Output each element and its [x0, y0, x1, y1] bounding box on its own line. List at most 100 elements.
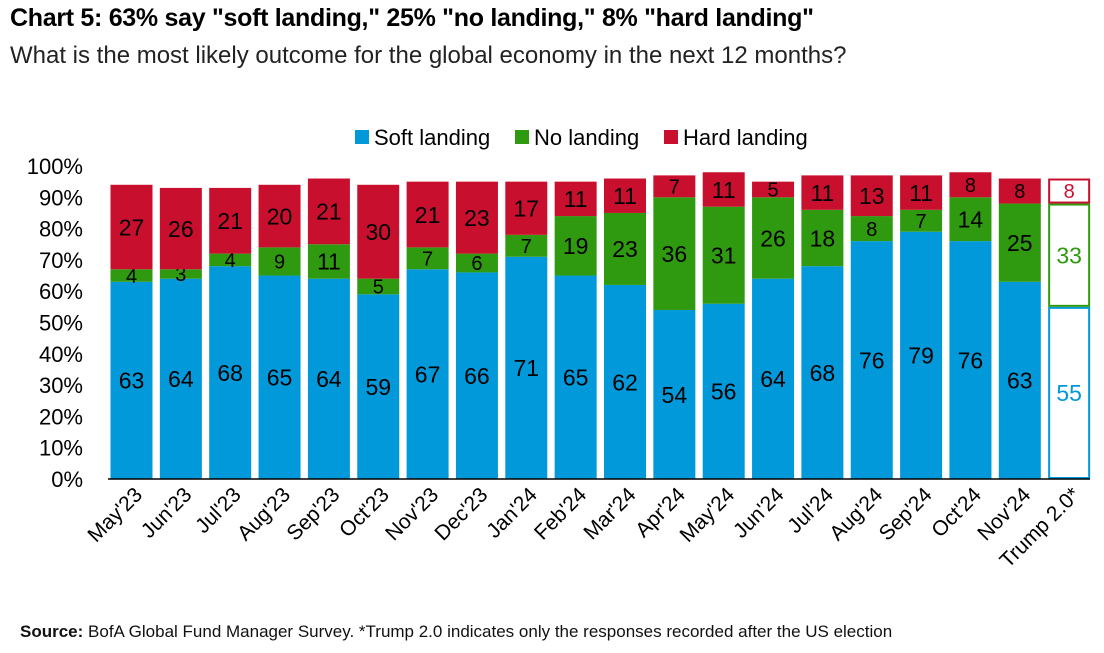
data-label-no: 4: [126, 266, 137, 288]
x-tick-label: Mar'24: [579, 483, 640, 544]
bar-segment-no: [455, 253, 498, 273]
data-label-hard: 11: [564, 186, 588, 212]
bar-segment-no: [653, 197, 696, 310]
data-label-hard: 26: [168, 216, 194, 242]
bar-segment-no: [850, 216, 893, 242]
data-label-hard: 11: [810, 180, 834, 206]
data-label-hard: 8: [1014, 181, 1025, 203]
data-label-soft: 62: [612, 369, 638, 395]
bar-segment-no: [702, 206, 745, 304]
source-note: Source: BofA Global Fund Manager Survey.…: [20, 622, 892, 642]
bar-segment-no: [604, 212, 646, 285]
y-tick-label: 50%: [39, 311, 83, 336]
bar-segment-soft: [604, 284, 646, 479]
bar-segment-hard: [900, 175, 943, 210]
chart-legend: Soft landing No landing Hard landing: [355, 125, 808, 150]
data-label-no: 14: [958, 206, 984, 232]
legend-swatch-no: [515, 130, 529, 144]
bar-segment-hard: [801, 175, 844, 210]
data-label-soft: 64: [316, 366, 342, 392]
data-label-no: 8: [866, 219, 877, 241]
data-label-hard: 23: [464, 205, 490, 231]
data-label-hard: 30: [365, 219, 391, 245]
bar-segment-soft: [209, 266, 252, 479]
bar-segment-soft: [505, 256, 548, 479]
legend-label-soft: Soft landing: [374, 125, 490, 150]
data-label-no: 4: [225, 250, 236, 272]
data-label-no: 7: [422, 249, 433, 271]
bar-segment-soft: [554, 275, 597, 479]
bar-segment-no: [1048, 203, 1091, 307]
data-label-soft: 54: [662, 382, 688, 408]
data-label-no: 23: [612, 236, 638, 262]
x-tick-label: Sep'23: [282, 483, 344, 545]
y-tick-label: 10%: [39, 436, 83, 461]
data-label-no: 26: [760, 225, 786, 251]
y-tick-label: 100%: [27, 154, 83, 179]
data-label-no: 25: [1007, 230, 1033, 256]
bar-segment-soft: [850, 241, 893, 479]
bar-segment-hard: [1048, 178, 1091, 204]
data-label-no: 11: [317, 249, 341, 275]
data-label-hard: 27: [119, 214, 145, 240]
bar-segment-no: [998, 203, 1041, 282]
bar-segment-hard: [258, 184, 301, 248]
bar-segment-soft: [653, 309, 696, 479]
bar-segment-no: [159, 269, 202, 279]
data-label-hard: 8: [965, 175, 976, 197]
bar-segment-hard: [209, 187, 252, 254]
bar-segment-no: [752, 197, 795, 279]
data-label-no: 3: [175, 264, 186, 286]
data-label-hard: 7: [669, 177, 680, 199]
x-tick-label: Jun'24: [729, 483, 789, 543]
bar-segment-no: [209, 253, 252, 267]
data-label-hard: 11: [909, 180, 933, 206]
chart-title: Chart 5: 63% say "soft landing," 25% "no…: [10, 4, 814, 32]
data-label-hard: 21: [316, 199, 342, 225]
data-label-no: 6: [471, 253, 482, 275]
bar-segment-hard: [653, 175, 696, 198]
data-label-no: 36: [662, 241, 688, 267]
bar-segment-no: [258, 247, 301, 276]
bar-segment-soft: [752, 278, 795, 479]
bar-segment-hard: [752, 181, 795, 198]
data-label-soft: 67: [415, 361, 441, 387]
data-label-hard: 13: [859, 183, 885, 209]
y-tick-label: 70%: [39, 248, 83, 273]
data-label-soft: 65: [267, 365, 293, 391]
data-label-soft: 76: [859, 347, 885, 373]
data-label-soft: 59: [365, 374, 391, 400]
bar-segment-soft: [949, 241, 992, 479]
x-tick-label: Nov'23: [381, 483, 443, 545]
data-label-no: 31: [711, 242, 737, 268]
bar-segment-soft: [258, 275, 301, 479]
data-label-no: 33: [1056, 242, 1082, 268]
bar-segment-hard: [998, 178, 1041, 204]
y-tick-label: 0%: [51, 467, 83, 492]
data-label-hard: 17: [514, 196, 540, 222]
data-label-hard: 21: [415, 202, 441, 228]
data-label-soft: 55: [1056, 380, 1082, 406]
bar-segment-soft: [357, 294, 400, 479]
y-tick-label: 20%: [39, 404, 83, 429]
bar-segment-no: [801, 209, 844, 267]
data-label-no: 7: [521, 236, 532, 258]
data-label-no: 7: [916, 211, 927, 233]
data-label-hard: 20: [267, 203, 293, 229]
data-label-soft: 79: [908, 343, 934, 369]
data-label-soft: 68: [810, 360, 836, 386]
chart-bars: 6342764326684216592064112159530677216662…: [108, 172, 1091, 480]
data-label-no: 9: [274, 252, 285, 274]
x-tick-label: May'23: [83, 483, 147, 547]
stacked-bar-chart: Soft landing No landing Hard landing 0% 10%…: [27, 125, 1091, 572]
bar-segment-hard: [110, 184, 153, 270]
data-label-soft: 68: [217, 360, 243, 386]
bar-segment-no: [357, 278, 400, 295]
x-tick-label: Dec'23: [430, 483, 492, 545]
x-tick-label: Sep'24: [875, 483, 937, 545]
legend-swatch-hard: [664, 130, 678, 144]
legend-swatch-soft: [355, 130, 369, 144]
data-label-soft: 64: [168, 366, 194, 392]
legend-label-no: No landing: [534, 125, 639, 150]
x-axis: May'23Jun'23Jul'23Aug'23Sep'23Oct'23Nov'…: [83, 483, 1084, 572]
